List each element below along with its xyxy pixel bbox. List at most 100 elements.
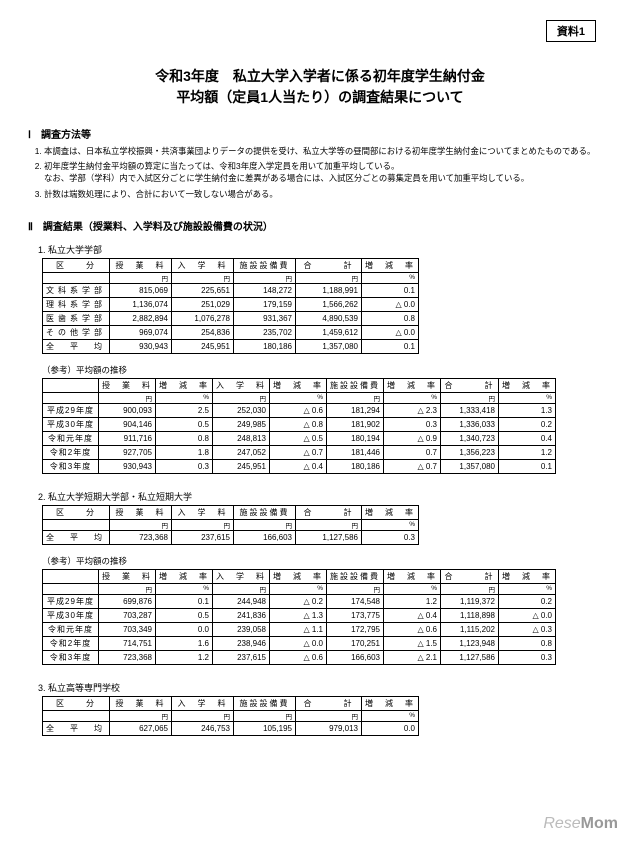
col-header: 施設設備費 [327, 569, 384, 583]
unit-label: % [499, 583, 556, 594]
cell-value: 254,836 [172, 325, 234, 339]
cell-value: △ 0.5 [270, 431, 327, 445]
col-header: 増 減 率 [156, 378, 213, 392]
row-label: 令和元年度 [43, 622, 99, 636]
watermark: ReseMom [543, 815, 618, 833]
unit-label [43, 519, 110, 530]
cell-value: △ 0.7 [270, 445, 327, 459]
unit-label: 円 [213, 392, 270, 403]
method-notes: 本調査は、日本私立学校振興・共済事業団よりデータの提供を受け、私立大学等の昼間部… [44, 145, 612, 200]
cell-value: 930,943 [99, 459, 156, 473]
row-label: 令和3年度 [43, 650, 99, 664]
cell-value: 179,159 [234, 297, 296, 311]
col-header: 授 業 料 [110, 505, 172, 519]
note-1: 本調査は、日本私立学校振興・共済事業団よりデータの提供を受け、私立大学等の昼間部… [44, 145, 612, 157]
cell-value: 1,076,278 [172, 311, 234, 325]
col-header: 入 学 料 [172, 505, 234, 519]
cell-value: 237,615 [213, 650, 270, 664]
cell-value: 170,251 [327, 636, 384, 650]
cell-value: △ 1.5 [384, 636, 441, 650]
unit-label [43, 710, 110, 721]
cell-value: 1,123,948 [441, 636, 499, 650]
cell-value: 900,093 [99, 403, 156, 417]
col-header: 入 学 料 [172, 258, 234, 272]
row-label: 理科系学部 [43, 297, 110, 311]
unit-label: 円 [327, 583, 384, 594]
cell-value: △ 0.2 [270, 594, 327, 608]
row-label: 文科系学部 [43, 283, 110, 297]
cell-value: △ 0.6 [384, 622, 441, 636]
table-2-ref: 授 業 料増 減 率入 学 料増 減 率施設設備費増 減 率合 計増 減 率円%… [42, 569, 556, 665]
col-header: 増 減 率 [384, 569, 441, 583]
cell-value: 166,603 [234, 530, 296, 544]
col-header: 増 減 率 [362, 258, 419, 272]
cell-value: 245,951 [213, 459, 270, 473]
cell-value: △ 0.6 [270, 650, 327, 664]
row-label: 平成30年度 [43, 608, 99, 622]
col-header: 増 減 率 [270, 378, 327, 392]
cell-value: 904,146 [99, 417, 156, 431]
cell-value: 0.0 [362, 721, 419, 735]
col-header: 入 学 料 [213, 569, 270, 583]
unit-label: 円 [110, 710, 172, 721]
cell-value: 1,340,723 [441, 431, 499, 445]
col-header: 施設設備費 [327, 378, 384, 392]
title-line-2: 平均額（定員1人当たり）の調査結果について [176, 89, 463, 105]
note-2: 初年度学生納付金平均額の算定に当たっては、令和3年度入学定員を用いて加重平均して… [44, 160, 612, 184]
col-header: 増 減 率 [156, 569, 213, 583]
cell-value: 930,943 [110, 339, 172, 353]
cell-value: 1,356,223 [441, 445, 499, 459]
row-label: 医歯系学部 [43, 311, 110, 325]
cell-value: 1,357,080 [441, 459, 499, 473]
cell-value: 1,333,418 [441, 403, 499, 417]
cell-value: 1.3 [499, 403, 556, 417]
cell-value: 239,058 [213, 622, 270, 636]
row-label: 平成29年度 [43, 403, 99, 417]
unit-label [43, 583, 99, 594]
row-label: 全 平 均 [43, 530, 110, 544]
note-3: 計数は端数処理により、合計において一致しない場合がある。 [44, 188, 612, 200]
cell-value: 703,349 [99, 622, 156, 636]
cell-value: 1,127,586 [441, 650, 499, 664]
col-header: 入 学 料 [213, 378, 270, 392]
cell-value: 252,030 [213, 403, 270, 417]
cell-value: 180,194 [327, 431, 384, 445]
cell-value: △ 0.4 [384, 608, 441, 622]
col-header: 授 業 料 [99, 569, 156, 583]
cell-value: 0.3 [156, 459, 213, 473]
unit-label: % [270, 392, 327, 403]
document-page: 資料1 令和3年度 私立大学入学者に係る初年度学生納付金 平均額（定員1人当たり… [0, 0, 640, 841]
cell-value: 172,795 [327, 622, 384, 636]
col-header: 合 計 [441, 569, 499, 583]
cell-value: 1,127,586 [296, 530, 362, 544]
cell-value: 1,357,080 [296, 339, 362, 353]
cell-value: 0.1 [362, 283, 419, 297]
cell-value: 1,115,202 [441, 622, 499, 636]
col-header: 増 減 率 [384, 378, 441, 392]
unit-label: 円 [327, 392, 384, 403]
cell-value: 1,136,074 [110, 297, 172, 311]
cell-value: 1.6 [156, 636, 213, 650]
cell-value: 0.5 [156, 608, 213, 622]
table-2: 区 分授 業 料入 学 料施設設備費合 計増 減 率円円円円%全 平 均723,… [42, 505, 419, 545]
document-title: 令和3年度 私立大学入学者に係る初年度学生納付金 平均額（定員1人当たり）の調査… [28, 66, 612, 108]
row-label: 平成30年度 [43, 417, 99, 431]
cell-value: 1.8 [156, 445, 213, 459]
table-1-heading: 1. 私立大学学部 [38, 243, 612, 256]
cell-value: 2,882,894 [110, 311, 172, 325]
col-header: 合 計 [296, 505, 362, 519]
unit-label: 円 [296, 519, 362, 530]
table-1-ref-heading: （参考）平均額の推移 [42, 364, 612, 376]
cell-value: 246,753 [172, 721, 234, 735]
cell-value: 1.2 [156, 650, 213, 664]
title-line-1: 令和3年度 私立大学入学者に係る初年度学生納付金 [155, 68, 485, 84]
cell-value: 927,705 [99, 445, 156, 459]
unit-label: % [362, 272, 419, 283]
col-header: 授 業 料 [110, 258, 172, 272]
unit-label: % [384, 392, 441, 403]
col-header: 増 減 率 [270, 569, 327, 583]
unit-label: 円 [110, 519, 172, 530]
col-header [43, 378, 99, 392]
row-label: 令和2年度 [43, 636, 99, 650]
cell-value: 0.3 [384, 417, 441, 431]
